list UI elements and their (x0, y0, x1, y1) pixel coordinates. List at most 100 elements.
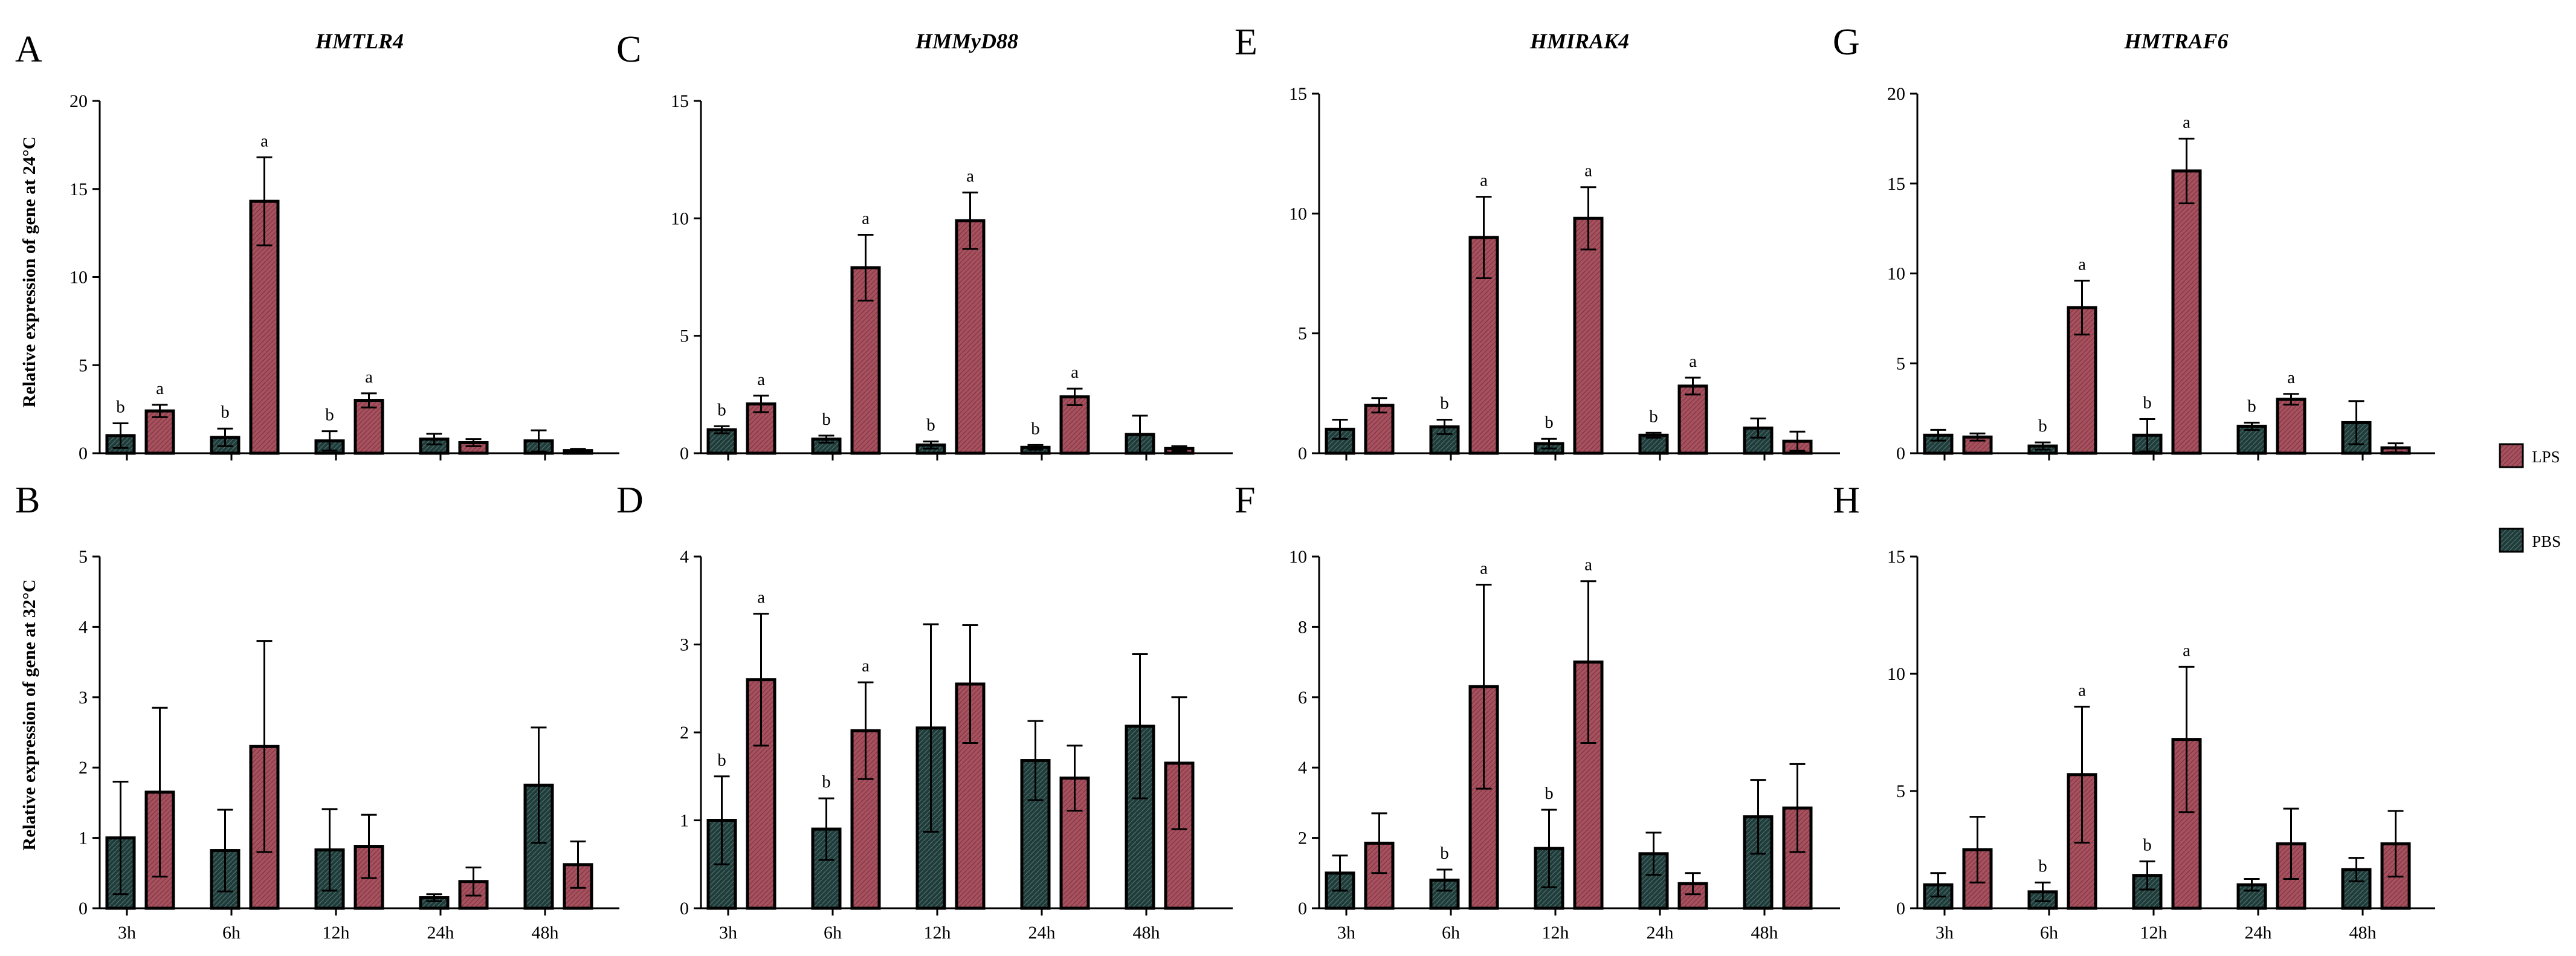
y-tick-label: 0 (79, 899, 88, 919)
y-tick-label: 5 (79, 547, 88, 567)
y-tick-label: 5 (79, 355, 88, 375)
y-tick-label: 20 (69, 91, 88, 111)
significance-label: a (1584, 161, 1592, 181)
significance-label: a (1480, 559, 1488, 578)
x-tick-label: 6h (2040, 923, 2058, 943)
significance-label: b (2143, 835, 2152, 854)
x-tick-label: 3h (118, 923, 136, 943)
y-tick-label: 0 (1896, 899, 1905, 919)
y-tick-label: 0 (1298, 444, 1307, 463)
x-tick-label: 12h (323, 923, 350, 943)
x-tick-label: 12h (1542, 923, 1569, 943)
significance-label: b (717, 400, 726, 419)
significance-label: b (1031, 419, 1040, 438)
bar-pbs (1020, 759, 1051, 910)
y-tick-label: 0 (680, 899, 689, 919)
y-tick-label: 5 (1896, 354, 1905, 373)
significance-label: a (757, 588, 765, 607)
panel-g: G HMTRAF6 0 5 10 15 20 b a b a b a (1833, 22, 2435, 463)
panel-letter: F (1235, 480, 1255, 521)
y-tick-label: 10 (69, 268, 88, 288)
panel-letter: H (1833, 480, 1860, 521)
significance-label: a (2078, 254, 2086, 274)
panel-title: HMIRAK4 (1529, 29, 1629, 53)
significance-label: a (260, 131, 268, 150)
bar-lps (1677, 384, 1708, 455)
panel-b: B 0 1 2 3 4 5 3h 6h 12h 24h 48h (15, 480, 619, 943)
significance-label: b (1440, 393, 1449, 413)
significance-label: a (2078, 680, 2086, 700)
significance-label: b (1545, 413, 1554, 432)
panel-d: D 0 1 2 3 4 3h b a 6h b a 12h 24h 48h (616, 480, 1233, 943)
y-tick-label: 5 (680, 326, 689, 346)
y-tick-label: 15 (1887, 174, 1905, 194)
y-tick-label: 4 (680, 547, 689, 567)
significance-label: a (365, 367, 373, 387)
significance-label: a (156, 379, 164, 398)
significance-label: b (2143, 393, 2152, 412)
y-tick-label: 0 (1298, 899, 1307, 919)
x-tick-label: 6h (222, 923, 240, 943)
y-tick-label: 15 (1289, 84, 1307, 104)
y-tick-label: 2 (680, 723, 689, 743)
significance-label: a (1689, 352, 1697, 371)
x-tick-label: 3h (1935, 923, 1954, 943)
y-tick-label: 10 (1289, 204, 1307, 224)
panel-title: HMMyD88 (915, 29, 1018, 53)
significance-label: a (1584, 555, 1592, 575)
y-tick-label: 0 (1896, 444, 1905, 463)
panel-title: HMTLR4 (315, 29, 404, 53)
y-tick-label: 0 (680, 444, 689, 463)
significance-label: a (1480, 171, 1488, 190)
significance-label: b (822, 772, 831, 792)
panel-letter: A (15, 29, 42, 70)
x-tick-label: 6h (1442, 923, 1460, 943)
x-tick-label: 24h (427, 923, 454, 943)
legend-label-lps: LPS (2532, 448, 2560, 466)
panel-a: A HMTLR4 0 5 10 15 20 b a b a b a (15, 29, 619, 463)
panel-letter: B (15, 480, 40, 521)
panel-h: H 0 5 10 15 3h 6h b a 12h b a 24h 48h (1833, 480, 2435, 943)
panel-c: C HMMyD88 0 5 10 15 b a b a b a b a (616, 29, 1233, 463)
significance-label: b (926, 416, 935, 435)
bar-lps (1573, 216, 1604, 455)
y-tick-label: 6 (1298, 688, 1307, 708)
y-tick-label: 1 (79, 828, 88, 848)
significance-label: b (221, 402, 230, 422)
bar-lps (1364, 841, 1395, 910)
y-tick-label: 15 (671, 91, 689, 111)
significance-label: b (717, 751, 726, 770)
x-tick-label: 48h (1133, 923, 1160, 943)
significance-label: b (2038, 416, 2047, 436)
row-label-top: Relative expression of gene at 24°C (19, 137, 39, 408)
bar-lps (2171, 169, 2202, 455)
y-tick-label: 2 (79, 758, 88, 778)
significance-label: b (1649, 407, 1658, 426)
x-tick-label: 12h (2140, 923, 2168, 943)
y-tick-label: 15 (69, 179, 88, 199)
y-tick-label: 10 (1289, 547, 1307, 567)
y-tick-label: 10 (671, 208, 689, 228)
panel-e: E HMIRAK4 0 5 10 15 b a b a b a (1235, 22, 1840, 463)
y-tick-label: 10 (1887, 264, 1905, 284)
x-tick-label: 48h (532, 923, 559, 943)
panel-letter: D (616, 480, 644, 521)
y-tick-label: 2 (1298, 828, 1307, 848)
y-tick-label: 5 (1298, 324, 1307, 344)
significance-label: b (1440, 844, 1449, 863)
x-tick-label: 3h (1337, 923, 1355, 943)
y-tick-label: 10 (1887, 664, 1905, 684)
legend-swatch-lps (2499, 443, 2524, 468)
bar-lps (955, 219, 986, 455)
y-tick-label: 4 (1298, 758, 1307, 778)
x-tick-label: 12h (924, 923, 951, 943)
significance-label: a (862, 209, 870, 228)
significance-label: b (116, 397, 125, 416)
x-tick-label: 48h (1751, 923, 1778, 943)
row-label-bottom: Relative expression of gene at 32°C (19, 580, 39, 851)
significance-label: a (2287, 368, 2295, 387)
y-tick-label: 3 (79, 688, 88, 708)
legend: LPS PBS (2499, 443, 2561, 553)
panel-title: HMTRAF6 (2123, 29, 2228, 53)
